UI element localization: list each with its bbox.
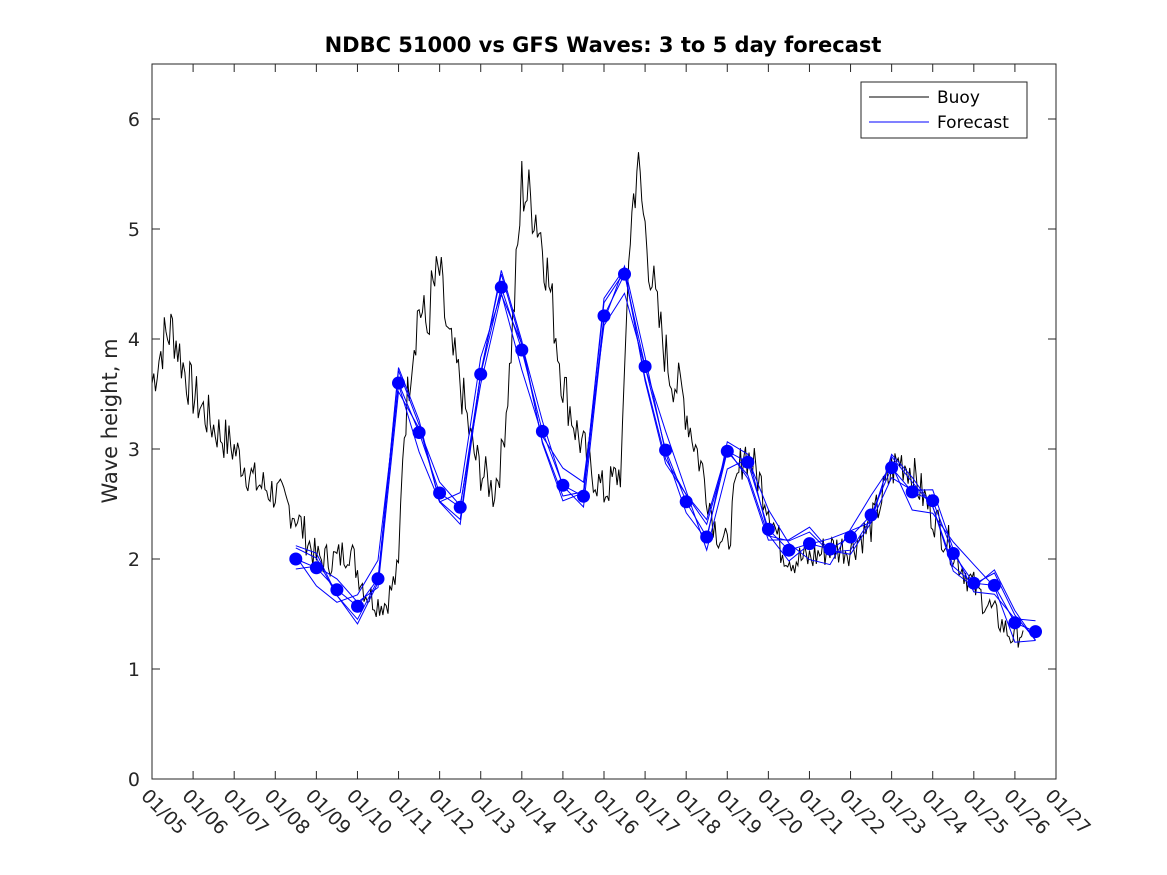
y-tick-label: 2 — [128, 549, 140, 571]
x-tick-label: 01/10 — [342, 785, 396, 839]
y-axis-label: Wave height, m — [98, 338, 122, 503]
x-tick-label: 01/26 — [999, 785, 1053, 839]
x-tick-label: 01/20 — [753, 785, 807, 839]
x-tick-label: 01/05 — [136, 785, 190, 839]
x-tick-label: 01/25 — [958, 785, 1012, 839]
x-tick-label: 01/16 — [588, 785, 642, 839]
legend-box — [860, 81, 1028, 139]
forecast-point — [741, 455, 755, 469]
forecast-point — [885, 461, 899, 475]
x-tick-label: 01/24 — [917, 785, 971, 839]
x-tick-label: 01/23 — [876, 785, 930, 839]
y-tick-label: 6 — [128, 109, 140, 131]
series-line-forecast — [295, 267, 1036, 641]
forecast-point — [494, 280, 508, 294]
forecast-point — [946, 547, 960, 560]
forecast-point — [720, 444, 734, 458]
x-tick-label: 01/19 — [712, 785, 766, 839]
x-tick-label: 01/17 — [630, 785, 684, 839]
forecast-point — [412, 426, 426, 439]
forecast-point — [782, 543, 796, 557]
forecast-point — [1029, 625, 1042, 639]
x-tick-label: 01/06 — [178, 785, 232, 839]
x-tick-label: 01/08 — [260, 785, 314, 839]
x-tick-label: 01/22 — [835, 785, 889, 839]
legend-label-forecast: Forecast — [937, 113, 1009, 133]
forecast-point — [556, 478, 570, 492]
forecast-point — [309, 561, 323, 575]
forecast-point — [638, 360, 652, 373]
x-tick-label: 01/27 — [1040, 785, 1094, 839]
forecast-point — [967, 576, 981, 590]
y-axis: 0 1 2 3 4 5 6 — [128, 109, 1056, 791]
y-tick-label: 5 — [128, 219, 140, 241]
y-tick-label: 0 — [128, 769, 140, 791]
forecast-point — [392, 376, 405, 390]
y-tick-label: 3 — [128, 439, 140, 461]
forecast-point — [679, 495, 693, 509]
forecast-point — [474, 367, 488, 381]
forecast-point — [761, 522, 775, 536]
forecast-point — [453, 500, 467, 514]
y-tick-label: 1 — [128, 659, 140, 681]
forecast-point — [905, 485, 919, 499]
forecast-point — [330, 583, 344, 597]
x-tick-label: 01/12 — [424, 785, 478, 839]
legend-label-buoy: Buoy — [937, 88, 980, 108]
forecast-point — [535, 424, 549, 438]
forecast-point — [577, 489, 590, 503]
forecast-point — [823, 542, 837, 556]
forecast-point — [1008, 616, 1022, 630]
y-tick-label: 4 — [128, 329, 140, 351]
x-tick-label: 01/07 — [219, 785, 273, 839]
x-tick-label: 01/09 — [301, 785, 355, 839]
forecast-point — [864, 508, 878, 522]
forecast-point — [351, 599, 364, 613]
series-line-forecast — [295, 291, 1036, 643]
x-tick-label: 01/21 — [794, 785, 848, 839]
plot-area — [152, 64, 1056, 779]
forecast-point — [618, 267, 631, 281]
forecast-point — [289, 552, 303, 566]
series-line-forecast — [295, 270, 1036, 641]
forecast-point — [597, 309, 611, 323]
forecast-point — [926, 494, 940, 508]
x-tick-label: 01/14 — [506, 785, 560, 839]
x-tick-label: 01/15 — [547, 785, 601, 839]
plot-layer — [151, 152, 1042, 648]
legend: Buoy Forecast — [860, 81, 1028, 139]
forecast-point — [371, 572, 385, 586]
x-tick-label: 01/11 — [383, 785, 437, 839]
forecast-point — [515, 343, 529, 357]
forecast-point — [803, 537, 816, 551]
x-tick-label: 01/18 — [671, 785, 725, 839]
forecast-point — [659, 443, 673, 457]
forecast-point — [700, 530, 714, 544]
forecast-point — [433, 486, 447, 500]
forecast-point — [844, 530, 857, 544]
x-tick-label: 01/13 — [465, 785, 519, 839]
chart-title: NDBC 51000 vs GFS Waves: 3 to 5 day fore… — [325, 33, 882, 57]
forecast-point — [987, 578, 1001, 592]
